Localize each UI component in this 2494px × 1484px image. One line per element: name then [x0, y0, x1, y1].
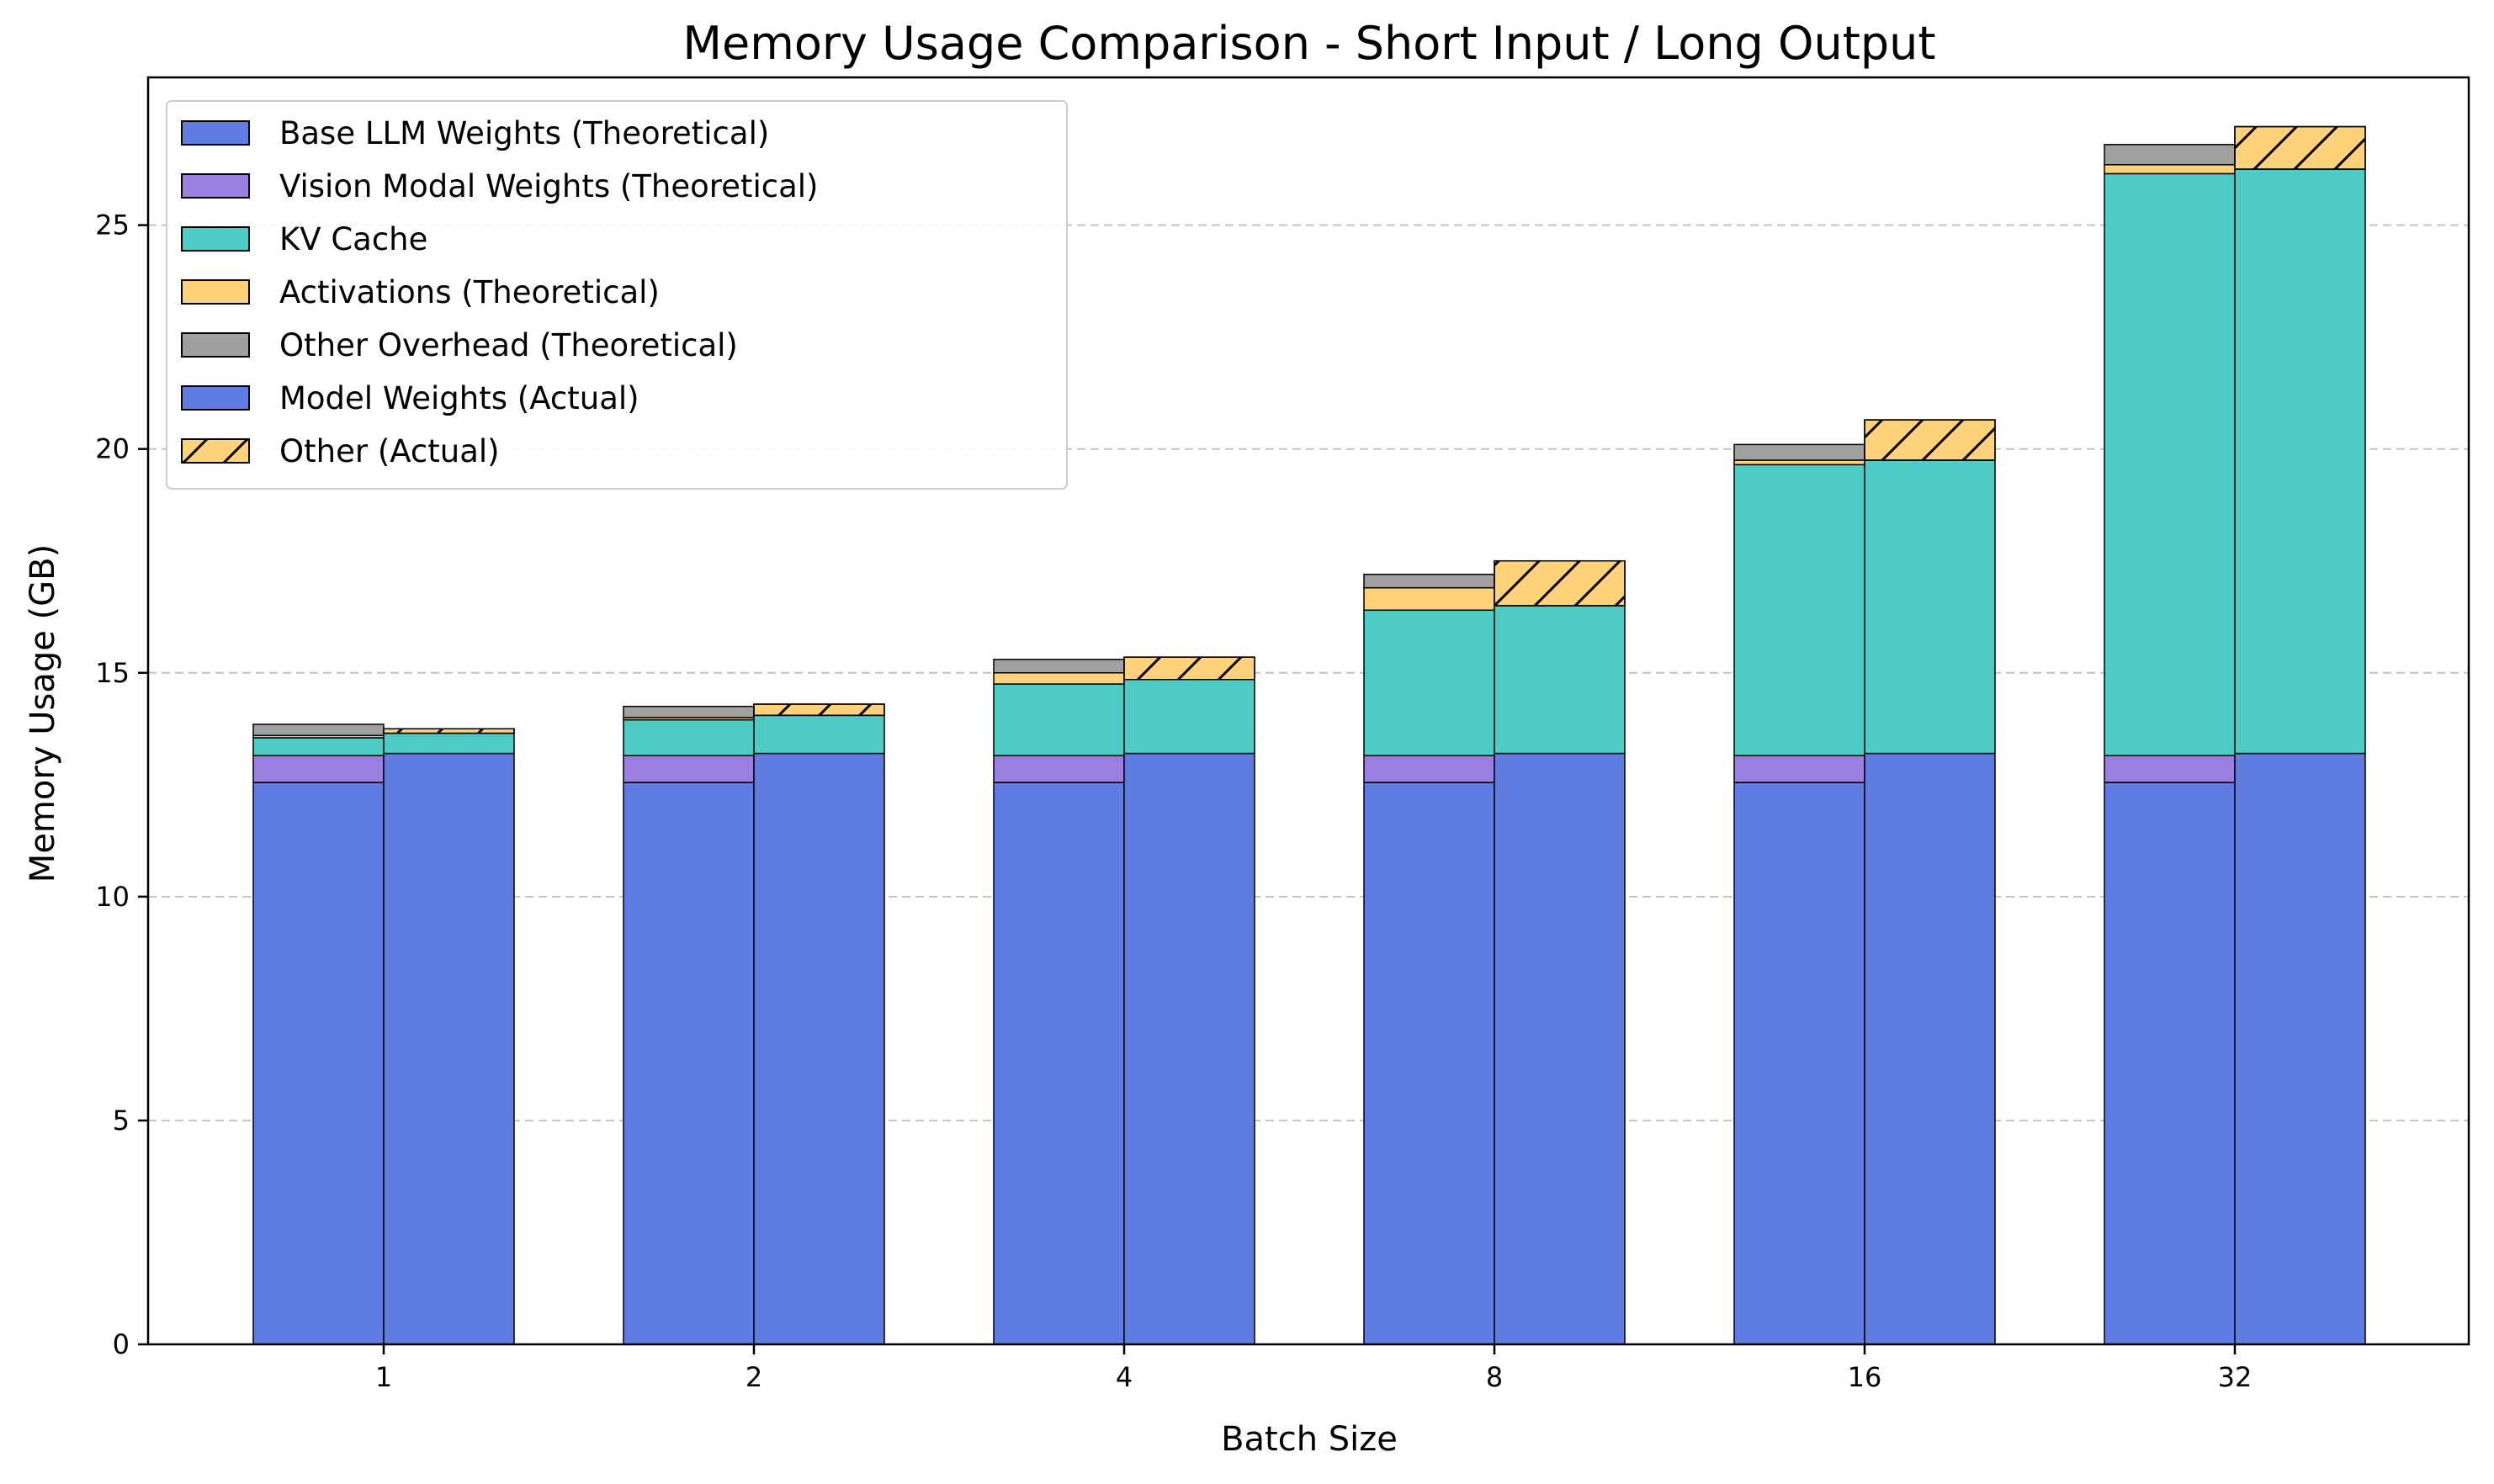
legend-label: Base LLM Weights (Theoretical)	[279, 115, 769, 151]
bar-theoretical	[252, 755, 385, 783]
legend-label: Model Weights (Actual)	[279, 380, 639, 416]
legend-swatch	[181, 332, 250, 358]
legend-swatch	[181, 385, 250, 411]
legend-label: Other Overhead (Theoretical)	[279, 327, 738, 363]
x-tick-label: 1	[375, 1361, 392, 1393]
legend-swatch	[181, 120, 250, 146]
bar-theoretical	[2104, 164, 2236, 175]
bar-theoretical	[2104, 755, 2236, 783]
bar-theoretical	[1363, 609, 1495, 756]
x-tick-label: 4	[1116, 1361, 1133, 1393]
legend-box	[166, 100, 1068, 490]
bar-theoretical	[993, 782, 1125, 1345]
bar-actual-hatch	[383, 728, 515, 734]
legend-swatch-hatch	[181, 438, 250, 464]
bar-theoretical	[623, 718, 755, 756]
legend-swatch	[181, 279, 250, 305]
bar-theoretical	[252, 723, 385, 737]
bar-theoretical	[252, 737, 385, 756]
chart-title: Memory Usage Comparison - Short Input / …	[682, 17, 1935, 70]
bar-theoretical	[1363, 573, 1495, 589]
bar-actual-hatch	[1864, 419, 1996, 461]
axis-ticks: 0 5 10 15 20 25 1 2 4 8 16 32	[95, 209, 2252, 1393]
bar-actual	[383, 732, 515, 755]
bar-theoretical	[1733, 459, 1865, 466]
bar-actual-hatch	[753, 703, 885, 717]
bar-theoretical	[2104, 782, 2236, 1345]
bar-theoretical	[1363, 586, 1495, 612]
bar-theoretical	[1363, 755, 1495, 783]
bar-actual	[1123, 678, 1255, 755]
y-tick-label: 10	[95, 881, 130, 913]
bar-theoretical	[993, 683, 1125, 756]
bar-theoretical	[993, 755, 1125, 783]
bar-actual	[1864, 459, 1996, 755]
bar-actual	[753, 714, 885, 755]
bars	[252, 125, 2366, 1345]
bar-theoretical	[1733, 782, 1865, 1345]
y-tick-label: 15	[95, 657, 130, 689]
x-tick-label: 16	[1848, 1361, 1882, 1393]
bar-actual-hatch	[1494, 559, 1626, 607]
bar-actual	[753, 752, 885, 1345]
gridlines	[148, 224, 2469, 1121]
bar-theoretical	[1733, 755, 1865, 783]
bar-actual-hatch	[1123, 656, 1255, 681]
bar-theoretical	[623, 705, 755, 718]
x-tick-label: 32	[2218, 1361, 2253, 1393]
legend-swatch	[181, 226, 250, 252]
plot-frame	[146, 76, 2470, 1346]
bar-actual	[2234, 752, 2366, 1345]
y-tick-label: 25	[95, 209, 130, 241]
legend-swatch	[181, 173, 250, 199]
legend-label: KV Cache	[279, 221, 427, 257]
bar-theoretical	[252, 782, 385, 1345]
y-tick-label: 0	[113, 1328, 130, 1360]
bar-actual	[1494, 605, 1626, 755]
legend-label: Other (Actual)	[279, 433, 500, 469]
bar-theoretical	[2104, 144, 2236, 166]
bar-actual-hatch	[2234, 125, 2366, 170]
bar-actual	[1123, 752, 1255, 1345]
legend: Base LLM Weights (Theoretical) Vision Mod…	[166, 100, 1068, 490]
legend-label: Vision Modal Weights (Theoretical)	[279, 168, 818, 204]
bar-actual	[2234, 168, 2366, 755]
bar-actual	[1494, 752, 1626, 1345]
bar-theoretical	[2104, 172, 2236, 756]
y-axis-label: Memory Usage (GB)	[24, 544, 62, 882]
bar-theoretical	[993, 659, 1125, 674]
x-tick-label: 2	[746, 1361, 762, 1393]
bar-theoretical	[1733, 464, 1865, 756]
y-tick-label: 20	[95, 433, 130, 465]
x-tick-label: 8	[1486, 1361, 1503, 1393]
bar-actual	[383, 752, 515, 1345]
bar-theoretical	[993, 672, 1125, 685]
bar-theoretical	[1363, 782, 1495, 1345]
bar-theoretical	[1733, 443, 1865, 461]
x-axis-label: Batch Size	[1221, 1420, 1398, 1459]
bar-theoretical	[623, 782, 755, 1345]
bar-theoretical	[623, 755, 755, 783]
bar-actual	[1864, 752, 1996, 1345]
y-tick-label: 5	[113, 1105, 130, 1137]
legend-label: Activations (Theoretical)	[279, 274, 660, 310]
